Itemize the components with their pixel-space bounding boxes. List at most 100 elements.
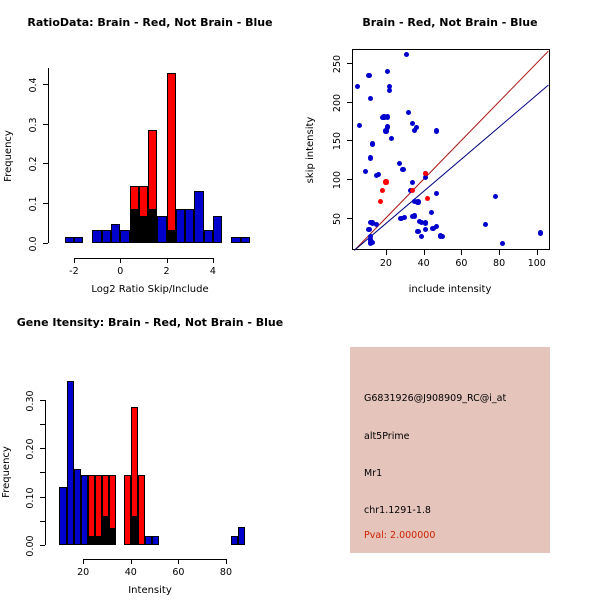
scatter-plot-frame (352, 49, 550, 250)
gene-x-tick-label: 80 (219, 567, 232, 578)
panel-intensity-scatter: Brain - Red, Not Brain - Blue 50 100 150 200… (300, 0, 600, 300)
ratio-x-tick (212, 258, 214, 263)
histogram-bar (64, 236, 74, 243)
gene-y-tick (40, 520, 45, 522)
gene-y-tick (40, 448, 45, 450)
scatter-y-axis-label: skip intensity (305, 116, 316, 183)
scatter-x-tick-label: 60 (455, 258, 468, 269)
scatter-x-axis-label: include intensity (408, 284, 492, 295)
scatter-point (422, 174, 429, 180)
scatter-x-tick (499, 250, 501, 255)
scatter-point (537, 230, 544, 236)
scatter-point (409, 180, 415, 186)
scatter-y-tick-label: 250 (332, 54, 343, 73)
scatter-point (422, 170, 429, 177)
ratio-y-tick-label: 0.2 (28, 156, 39, 173)
gene-y-axis-label: Frequency (1, 446, 12, 499)
gene-info-symbol: Mr1 (364, 468, 383, 479)
gene-info-pval: Pval: 2.000000 (364, 530, 436, 541)
ratio-x-tick-label: 0 (117, 266, 124, 277)
gene-y-tick-label: 0.00 (25, 535, 36, 557)
histogram-bar (95, 474, 103, 545)
scatter-point (366, 227, 372, 233)
histogram-bar (240, 236, 250, 243)
scatter-point (355, 84, 361, 90)
scatter-point (415, 199, 421, 205)
histogram-bar (212, 215, 223, 243)
histogram-bar (237, 526, 245, 545)
ratio-x-tick-label: 2 (163, 266, 170, 277)
gene-x-tick-label: 20 (77, 567, 90, 578)
gene-info-event: alt5Prime (364, 431, 410, 442)
ratio-y-tick (43, 123, 48, 125)
scatter-point (400, 167, 406, 173)
scatter-y-tick (347, 140, 352, 142)
scatter-x-tick-label: 80 (493, 258, 506, 269)
gene-x-tick-label: 60 (172, 567, 185, 578)
scatter-point (428, 209, 434, 215)
histogram-bar (66, 381, 74, 545)
scatter-point (434, 128, 440, 134)
gene-y-tick (40, 496, 45, 498)
scatter-point (434, 190, 440, 197)
histogram-bar (166, 72, 176, 243)
scatter-point (422, 220, 429, 226)
scatter-point (415, 228, 421, 235)
scatter-point (492, 194, 498, 200)
scatter-point (383, 128, 389, 134)
scatter-x-tick (423, 250, 425, 255)
scatter-point (389, 136, 395, 142)
gene-y-tick-label: 0.30 (25, 390, 36, 412)
scatter-point (434, 224, 440, 230)
histogram-bar (203, 230, 213, 243)
scatter-y-tick-label: 200 (332, 93, 343, 112)
histogram-bar (138, 186, 149, 243)
panel-gene-info: G6831926@J908909_RC@i_at alt5Prime Mr1 chr1… (300, 300, 600, 600)
scatter-point (419, 219, 425, 225)
scatter-point (377, 198, 383, 204)
scatter-point (405, 109, 412, 115)
histogram-bar (129, 186, 139, 243)
histogram-bar (73, 236, 84, 243)
scatter-point (370, 220, 376, 226)
gene-histogram-title: Gene Itensity: Brain - Red, Not Brain - … (16, 316, 284, 329)
scatter-point (439, 234, 446, 240)
scatter-point (356, 122, 363, 129)
scatter-point (404, 51, 410, 57)
gene-info-id: G6831926@J908909_RC@i_at (364, 393, 507, 404)
scatter-point (385, 114, 391, 120)
scatter-title: Brain - Red, Not Brain - Blue (362, 16, 538, 29)
gene-y-tick (40, 472, 45, 474)
ratio-y-tick (43, 203, 48, 205)
scatter-y-tick (347, 178, 352, 180)
scatter-point (409, 187, 415, 194)
histogram-bar (120, 230, 130, 243)
gene-x-axis-label: Intensity (128, 585, 172, 596)
scatter-x-tick (536, 250, 538, 255)
ratio-histogram-title: RatioData: Brain - Red, Not Brain - Blue (27, 16, 273, 29)
gene-y-tick (40, 545, 45, 546)
histogram-bar (145, 535, 153, 545)
scatter-point (373, 221, 380, 228)
scatter-x-tick-label: 20 (379, 258, 392, 269)
scatter-x-tick-label: 100 (527, 258, 546, 269)
histogram-bar (101, 230, 111, 243)
ratio-x-axis-label: Log2 Ratio Skip/Include (91, 284, 209, 295)
histogram-bar (87, 474, 96, 545)
gene-x-axis (83, 559, 226, 560)
gene-y-tick-label: 0.10 (25, 487, 36, 509)
histogram-bar (123, 474, 131, 545)
gene-y-tick (40, 399, 45, 401)
scatter-point (370, 141, 376, 147)
histogram-bar (185, 209, 195, 243)
gene-y-tick (40, 423, 45, 425)
ratio-x-tick (73, 258, 75, 263)
scatter-point (368, 155, 374, 161)
ratio-y-axis (48, 68, 49, 243)
histogram-bar (80, 474, 88, 545)
scatter-point (385, 68, 391, 74)
histogram-bar (73, 468, 81, 545)
scatter-point (385, 124, 391, 130)
scatter-point (409, 120, 415, 126)
histogram-bar (92, 230, 102, 243)
